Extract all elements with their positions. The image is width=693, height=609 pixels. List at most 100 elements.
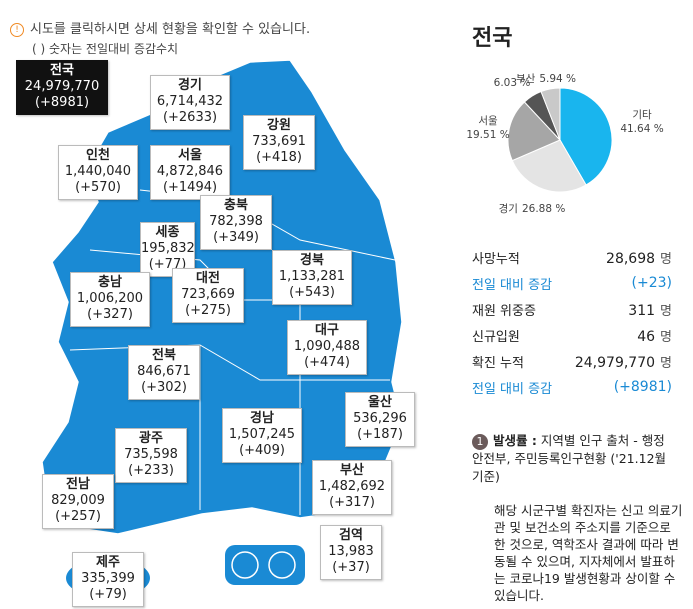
region-total: 13,983 [328, 544, 374, 559]
stat-label: 전일 대비 증감 [472, 381, 553, 397]
region-change: (+543) [289, 285, 335, 300]
region-total: 733,691 [252, 134, 306, 149]
pie-slice [540, 87, 561, 141]
region-name: 인천 [86, 148, 110, 163]
stat-value: 46 [637, 328, 656, 345]
region-total: 723,669 [181, 287, 235, 302]
region-name: 부산 [340, 463, 364, 478]
stat-value-wrap: 24,979,770 명 [575, 352, 672, 371]
region-box[interactable]: 인천 1,440,040 (+570) [58, 145, 138, 200]
region-change: (+2633) [162, 110, 218, 125]
pie-label-value: 5.94 % [539, 73, 576, 85]
region-name: 경북 [300, 253, 324, 268]
region-box[interactable]: 경기 6,714,432 (+2633) [150, 75, 230, 130]
region-total: 195,832 [141, 241, 195, 256]
map-area: ! 시도를 클릭하시면 상세 현황을 확인할 수 있습니다. ( ) 숫자는 전일… [10, 22, 415, 607]
notice-sub: ( ) 숫자는 전일대비 증감수치 [32, 42, 179, 56]
region-box[interactable]: 대구 1,090,488 (+474) [287, 320, 367, 375]
pie-label: 부산 5.94 % [516, 73, 576, 85]
region-total: 1,507,245 [228, 427, 296, 442]
stat-label: 사망누적 [472, 251, 520, 267]
stat-unit: 명 [660, 329, 672, 345]
note-title: 발생률 : [493, 433, 537, 448]
region-change: (+302) [141, 380, 187, 395]
region-box[interactable]: 경남 1,507,245 (+409) [222, 408, 302, 463]
pie-label: 경기 26.88 % [499, 202, 566, 215]
region-total: 782,398 [209, 214, 263, 229]
region-total: 1,090,488 [293, 339, 361, 354]
region-name: 대구 [315, 323, 339, 338]
pie-label-name: 기타 [632, 109, 652, 121]
region-change: (+474) [304, 355, 350, 370]
stat-label: 확진 누적 [472, 355, 524, 371]
disclaimer: 해당 시군구별 확진자는 신고 의료기관 및 보건소의 주소지를 기준으로 한 … [494, 503, 683, 603]
stat-value-wrap: (+8981) [614, 379, 672, 395]
region-box[interactable]: 대전 723,669 (+275) [172, 268, 244, 323]
stat-row: 신규입원 46 명 [472, 322, 672, 348]
stat-label: 재원 위중증 [472, 303, 536, 319]
region-box[interactable]: 전북 846,671 (+302) [128, 345, 200, 400]
region-change: (+327) [87, 307, 133, 322]
stat-row: 사망누적 28,698 명 [472, 244, 672, 270]
region-change: (+317) [329, 495, 375, 510]
stat-row: 확진 누적 24,979,770 명 [472, 348, 672, 374]
region-box[interactable]: 세종 195,832 (+77) [140, 222, 195, 277]
region-box[interactable]: 광주 735,598 (+233) [115, 428, 187, 483]
region-name: 세종 [155, 225, 180, 240]
stat-unit: 명 [660, 251, 672, 267]
region-box[interactable]: 전국 24,979,770 (+8981) [16, 60, 108, 115]
pie-slice [559, 87, 613, 186]
region-total: 1,006,200 [76, 291, 144, 306]
region-change: (+257) [55, 509, 101, 524]
pie-label-value: 41.64 % [620, 123, 663, 135]
region-box[interactable]: 서울 4,872,846 (+1494) [150, 145, 230, 200]
region-change: (+418) [256, 150, 302, 165]
region-box[interactable]: 검역 13,983 (+37) [320, 525, 382, 580]
region-total: 536,296 [353, 411, 407, 426]
region-total: 1,440,040 [64, 164, 132, 179]
region-box[interactable]: 부산 1,482,692 (+317) [312, 460, 392, 515]
transport-icons[interactable] [225, 545, 305, 585]
region-change: (+409) [239, 443, 285, 458]
side-panel: 전국 기타 41.64 % 경기 26.88 % 서울 19.51 % 6.03 % 부산 5.… [442, 0, 693, 609]
region-box[interactable]: 울산 536,296 (+187) [345, 392, 415, 447]
region-name: 광주 [139, 431, 163, 446]
region-name: 강원 [267, 118, 291, 133]
stat-value-wrap: 28,698 명 [606, 248, 672, 267]
region-name: 경남 [250, 411, 274, 426]
region-name: 전남 [66, 477, 90, 492]
region-name: 서울 [178, 148, 202, 163]
region-total: 6,714,432 [156, 94, 224, 109]
airport-icon[interactable] [231, 551, 259, 579]
pie-label-name: 경기 [499, 202, 518, 215]
region-change: (+275) [185, 303, 231, 318]
region-change: (+570) [75, 180, 121, 195]
panel-title: 전국 [472, 26, 513, 51]
port-icon[interactable] [268, 551, 296, 579]
region-box[interactable]: 전남 829,009 (+257) [42, 474, 114, 529]
region-box[interactable]: 강원 733,691 (+418) [243, 115, 315, 170]
region-name: 검역 [339, 528, 363, 543]
stat-value: 28,698 [606, 250, 656, 267]
region-box[interactable]: 경북 1,133,281 (+543) [272, 250, 352, 305]
region-change: (+233) [128, 463, 174, 478]
pie-label-value: 26.88 % [522, 203, 565, 215]
region-change: (+37) [332, 560, 370, 575]
region-name: 대전 [196, 271, 220, 286]
region-total: 846,671 [137, 364, 191, 379]
stats: 사망누적 28,698 명 전일 대비 증감 (+23) 재원 위중증 311 명 신규입원 46… [472, 244, 672, 400]
region-box[interactable]: 충북 782,398 (+349) [200, 195, 272, 250]
region-total: 24,979,770 [24, 79, 100, 94]
region-total: 1,133,281 [278, 269, 346, 284]
pie-label: 기타 41.64 % [620, 109, 663, 135]
region-box[interactable]: 제주 335,399 (+79) [72, 552, 144, 607]
region-name: 충북 [224, 198, 248, 213]
region-box[interactable]: 충남 1,006,200 (+327) [70, 272, 150, 327]
note-text: 지역별 인구 출처 - 행정안전부, 주민등록인구현황 ('21.12월 기준) [472, 433, 667, 484]
pie-label: 6.03 % [494, 77, 531, 89]
stat-label: 전일 대비 증감 [472, 277, 553, 293]
pie-slice [507, 101, 561, 162]
region-name: 제주 [96, 555, 120, 570]
pie-label-name: 부산 [516, 73, 536, 85]
region-change: (+1494) [162, 180, 218, 195]
